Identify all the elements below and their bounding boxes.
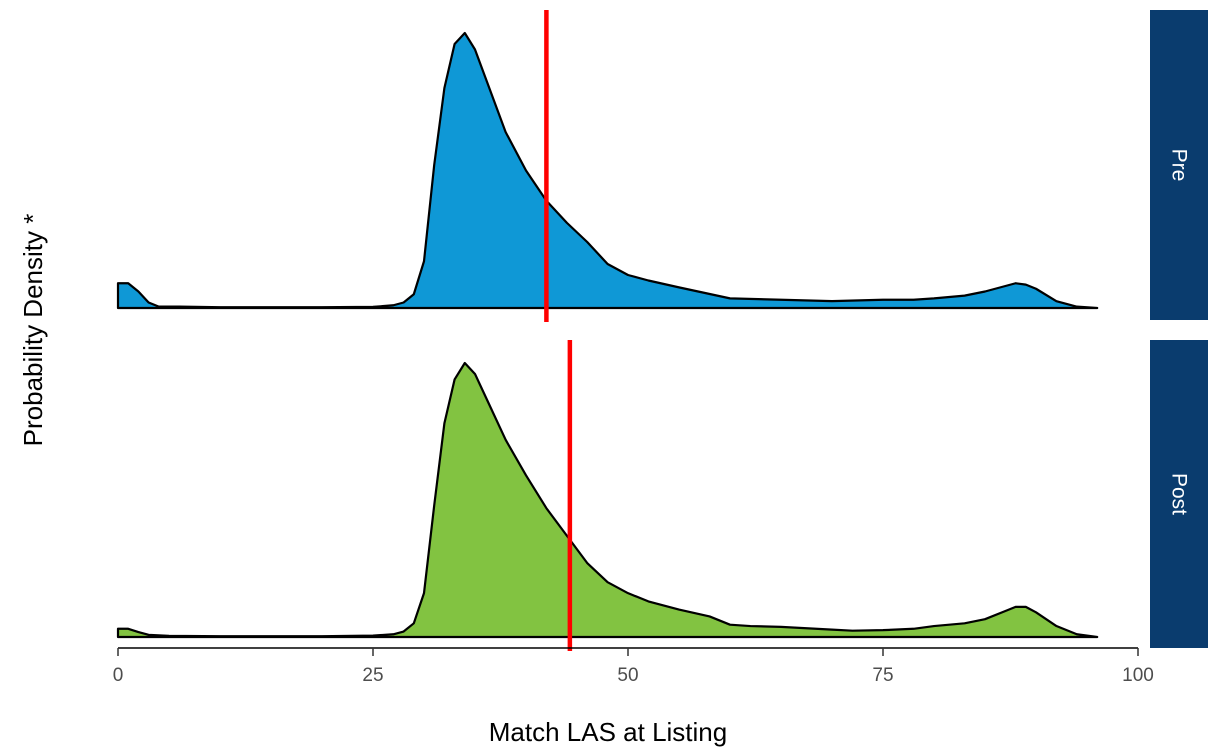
x-axis-ticks: 0 25 50 75 100 — [113, 648, 1154, 686]
facet-strip-post — [1150, 340, 1208, 648]
x-axis: 0 25 50 75 100 — [113, 647, 1154, 686]
facet-panels: Pre Post — [116, 10, 1208, 651]
x-tick-label: 100 — [1122, 665, 1154, 686]
density-area-post — [116, 361, 1099, 639]
x-tick-label: 0 — [113, 665, 124, 686]
x-tick-label: 25 — [362, 665, 383, 686]
density-area-pre — [116, 31, 1099, 310]
x-tick-label: 75 — [872, 665, 893, 686]
y-axis-title: Probability Density * — [18, 214, 48, 447]
facet-post: Post — [116, 340, 1208, 651]
facet-strip-label: Pre — [1168, 149, 1191, 182]
x-tick-label: 50 — [617, 665, 638, 686]
facet-strip-pre — [1150, 10, 1208, 320]
x-axis-title: Match LAS at Listing — [489, 717, 727, 747]
facet-pre: Pre — [116, 10, 1208, 322]
facet-strip-label: Post — [1168, 473, 1191, 515]
